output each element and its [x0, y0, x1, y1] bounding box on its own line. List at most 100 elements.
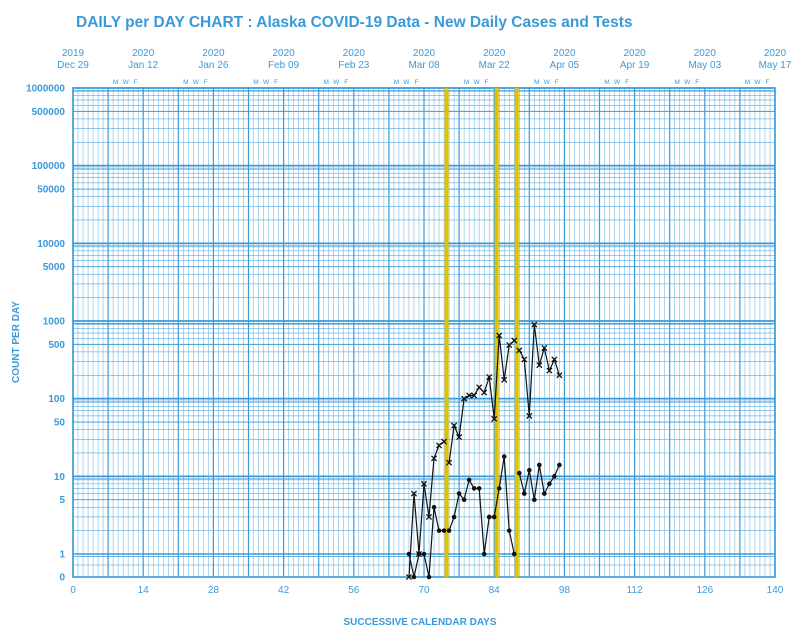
- data-point: [481, 551, 487, 557]
- data-point: [496, 486, 502, 491]
- date-label: Feb 23: [338, 60, 370, 71]
- grid: [72, 87, 776, 578]
- date-label: Apr 05: [550, 60, 580, 71]
- date-year-label: 2020: [132, 48, 155, 59]
- x-tick-label: 0: [70, 585, 76, 596]
- weekday-mark: F: [485, 79, 489, 86]
- date-label: Apr 19: [620, 60, 650, 71]
- weekday-mark: W: [193, 79, 200, 86]
- y-tick-label: 10: [54, 472, 66, 483]
- weekday-mark: W: [123, 79, 130, 86]
- data-point: [491, 514, 497, 520]
- date-year-label: 2020: [272, 48, 295, 59]
- y-tick-label: 1: [59, 550, 65, 561]
- x-tick-label: 126: [696, 585, 713, 596]
- weekday-mark: F: [344, 79, 348, 86]
- data-point: [476, 384, 483, 391]
- data-point: [511, 551, 517, 557]
- weekday-mark: F: [414, 79, 418, 86]
- data-point: [446, 528, 452, 533]
- data-point: [511, 337, 518, 344]
- date-year-label: 2020: [764, 48, 787, 59]
- data-point: [481, 389, 488, 396]
- y-tick-label: 50: [54, 418, 66, 429]
- data-point: [426, 574, 432, 580]
- data-point: [526, 412, 533, 419]
- data-point: [456, 434, 463, 441]
- date-label: Jan 12: [128, 60, 158, 71]
- x-tick-label: 56: [348, 585, 360, 596]
- data-point: [430, 455, 438, 462]
- data-point: [476, 486, 482, 491]
- data-point: [516, 347, 523, 354]
- data-point: [501, 376, 508, 383]
- data-point: [532, 497, 537, 503]
- date-label: Mar 08: [408, 60, 440, 71]
- data-point: [435, 442, 443, 449]
- data-point: [506, 342, 513, 349]
- data-point: [451, 514, 457, 520]
- data-point: [506, 528, 512, 533]
- data-point: [420, 480, 428, 487]
- weekday-mark: W: [544, 79, 551, 86]
- weekday-mark: M: [183, 79, 188, 86]
- series-line: [408, 441, 445, 578]
- weekday-mark: F: [555, 79, 559, 86]
- y-tick-label: 100000: [32, 161, 66, 172]
- date-year-label: 2020: [623, 48, 646, 59]
- data-point: [471, 392, 478, 399]
- weekday-mark: W: [263, 79, 270, 86]
- x-axis-title: SUCCESSIVE CALENDAR DAYS: [344, 617, 497, 628]
- data-point: [547, 481, 552, 487]
- y-tick-label: 1000: [43, 317, 66, 328]
- data-point: [461, 497, 467, 503]
- weekday-mark: W: [403, 79, 410, 86]
- y-tick-label: 1000000: [26, 84, 65, 95]
- weekday-mark: F: [204, 79, 208, 86]
- data-point: [521, 356, 528, 363]
- date-year-label: 2020: [553, 48, 576, 59]
- date-label: May 17: [759, 60, 792, 71]
- weekday-mark: W: [614, 79, 621, 86]
- x-tick-label: 98: [559, 585, 571, 596]
- y-axis-title: COUNT PER DAY: [11, 301, 22, 383]
- weekday-mark: M: [534, 79, 539, 86]
- data-point: [552, 474, 557, 479]
- data-point: [406, 551, 412, 557]
- data-point: [537, 462, 542, 468]
- x-tick-label: 28: [208, 585, 220, 596]
- y-tick-label: 0: [59, 573, 65, 584]
- weekday-mark: M: [675, 79, 680, 86]
- data-point: [491, 415, 498, 422]
- data-point: [486, 373, 493, 381]
- weekday-mark: W: [333, 79, 340, 86]
- x-tick-label: 70: [418, 585, 430, 596]
- data-series: [405, 321, 563, 581]
- data-point: [421, 551, 427, 557]
- data-point: [405, 573, 413, 581]
- date-year-label: 2020: [343, 48, 366, 59]
- date-year-label: 2020: [202, 48, 225, 59]
- data-point: [496, 332, 503, 339]
- data-point: [451, 422, 458, 429]
- data-point: [446, 459, 453, 466]
- weekday-mark: F: [625, 79, 629, 86]
- data-point: [546, 367, 553, 374]
- weekday-mark: M: [113, 79, 118, 86]
- data-point: [411, 574, 417, 580]
- weekday-mark: F: [134, 79, 138, 86]
- data-point: [556, 372, 563, 379]
- data-point: [557, 462, 562, 468]
- x-tick-labels: 0 14 28 42 56 70 84 98 112 126 140: [70, 585, 784, 596]
- data-point: [466, 392, 473, 399]
- series-line: [408, 507, 445, 578]
- data-point: [541, 344, 548, 351]
- weekday-mark: M: [604, 79, 609, 86]
- data-point: [425, 513, 433, 521]
- data-point: [456, 491, 462, 496]
- date-year-label: 2020: [483, 48, 506, 59]
- data-point: [441, 528, 447, 533]
- y-tick-label: 100: [48, 394, 65, 405]
- y-tick-label: 500: [48, 340, 65, 351]
